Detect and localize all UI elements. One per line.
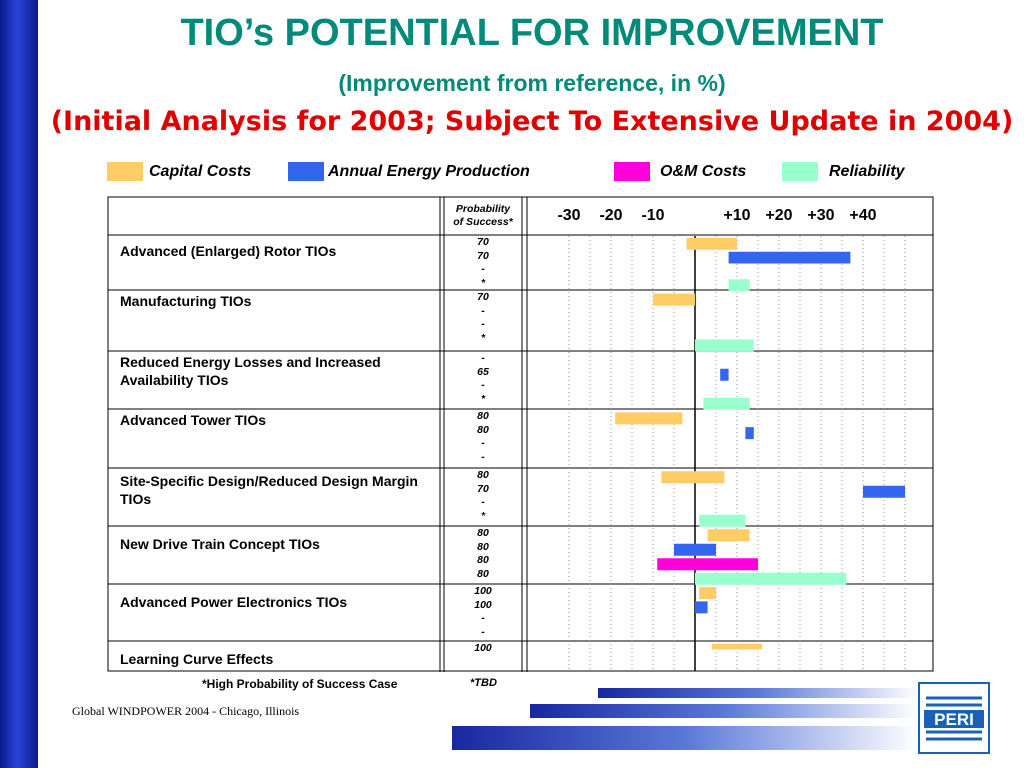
bar-reliability [703,397,750,410]
probability-value: 80 [477,567,489,580]
probability-cell: 100 [444,642,522,656]
row-label: Site-Specific Design/Reduced Design Marg… [120,473,418,507]
probability-value: - [481,379,485,391]
analysis-note: (Initial Analysis for 2003; Subject To E… [50,106,1014,137]
row-label: Advanced Tower TIOs [120,412,266,428]
probability-cell: 80 80- - [444,410,522,464]
decorative-stripe [452,726,918,750]
bar-capital-costs [699,587,716,600]
probability-value: 80 [477,423,489,436]
legend-label: Annual Energy Production [328,163,530,180]
bar-o-m-costs [657,558,758,571]
x-tick-label: -10 [641,207,665,224]
legend-label: Capital Costs [149,163,252,180]
peri-logo-graphic: PERI [924,696,984,741]
legend-swatch [107,162,143,181]
probability-value: 80 [477,540,489,553]
x-tick-label: -30 [557,207,581,224]
probability-header-line: Probability [455,203,511,215]
bar-capital-costs [711,644,763,650]
tbd-note: *TBD [470,677,497,689]
row-label: Reduced Energy Losses and Increased Avai… [120,354,381,388]
probability-cell: 70 70- * [444,236,522,290]
probability-value: 70 [477,291,489,303]
bar-annual-energy-production [745,427,754,440]
footer-text: Global WINDPOWER 2004 - Chicago, Illinoi… [72,704,300,718]
bar-annual-energy-production [695,601,708,614]
probability-value: - [481,304,485,317]
probability-cell: 80 70- * [444,469,522,523]
probability-value: 100 [474,642,492,654]
bar-annual-energy-production [728,251,851,264]
bar-capital-costs [686,238,737,250]
page-title: TIO’s POTENTIAL FOR IMPROVEMENT [180,12,884,54]
x-tick-label: -20 [599,207,623,224]
probability-cell: 80 80 80 80 [444,527,522,581]
probability-value: 80 [477,410,489,422]
probability-value: 70 [477,236,489,248]
probability-value: 80 [477,527,489,539]
legend-label: O&M Costs [660,163,747,180]
row-label: Manufacturing TIOs [120,293,252,309]
probability-value: 80 [477,554,489,566]
probability-value: - [481,437,485,449]
bar-reliability [728,279,750,291]
x-tick-label: +40 [849,207,877,224]
row-label: Advanced (Enlarged) Rotor TIOs [120,243,337,259]
x-tick-label: +20 [765,207,793,224]
probability-value: - [481,318,485,330]
legend-label: Reliability [829,163,905,180]
bar-reliability [695,339,754,352]
probability-value: - [481,496,485,508]
probability-header-line: of Success* [453,216,513,228]
logo-text: PERI [934,710,974,729]
decorative-stripe [530,704,918,718]
probability-value: 70 [477,249,489,262]
probability-value: 100 [474,598,492,611]
probability-header: Probability of Success* [444,203,522,229]
probability-value: 65 [477,365,489,378]
probability-cell: 100 100- - [444,585,522,639]
bar-reliability [699,514,746,527]
row-label: New Drive Train Concept TIOs [120,536,320,552]
probability-value: * [480,331,486,344]
bar-annual-energy-production [674,543,716,556]
probability-cell: 70- - * [444,291,522,345]
probability-value: * [480,276,486,289]
probability-value: * [480,509,486,522]
footnote: *High Probability of Success Case [202,677,398,691]
row-label: Learning Curve Effects [120,651,274,667]
bar-capital-costs [615,412,683,425]
decorative-stripe [598,688,918,698]
bar-capital-costs [707,529,750,542]
page-subtitle: (Improvement from reference, in %) [338,70,726,96]
legend-swatch [782,162,818,181]
probability-value: 100 [474,585,492,597]
bar-capital-costs [661,471,725,484]
probability-value: - [481,625,485,638]
legend-swatch [288,162,324,181]
x-tick-label: +10 [723,207,751,224]
probability-value: - [481,263,485,275]
bar-reliability [695,572,847,585]
x-tick-label: +30 [807,207,835,224]
table-border [107,196,934,672]
legend-swatch [614,162,650,181]
bar-annual-energy-production [720,368,729,381]
probability-value: 80 [477,469,489,481]
probability-value: 70 [477,482,489,495]
row-label: Advanced Power Electronics TIOs [120,594,348,610]
probability-value: - [481,450,485,463]
probability-value: - [481,352,485,364]
left-decorative-bar [0,0,38,768]
probability-value: - [481,612,485,624]
peri-logo: PERI [918,682,990,754]
probability-cell: -65- * [444,352,522,406]
probability-value: * [480,392,486,405]
bar-capital-costs [653,293,695,306]
bar-annual-energy-production [863,485,905,498]
